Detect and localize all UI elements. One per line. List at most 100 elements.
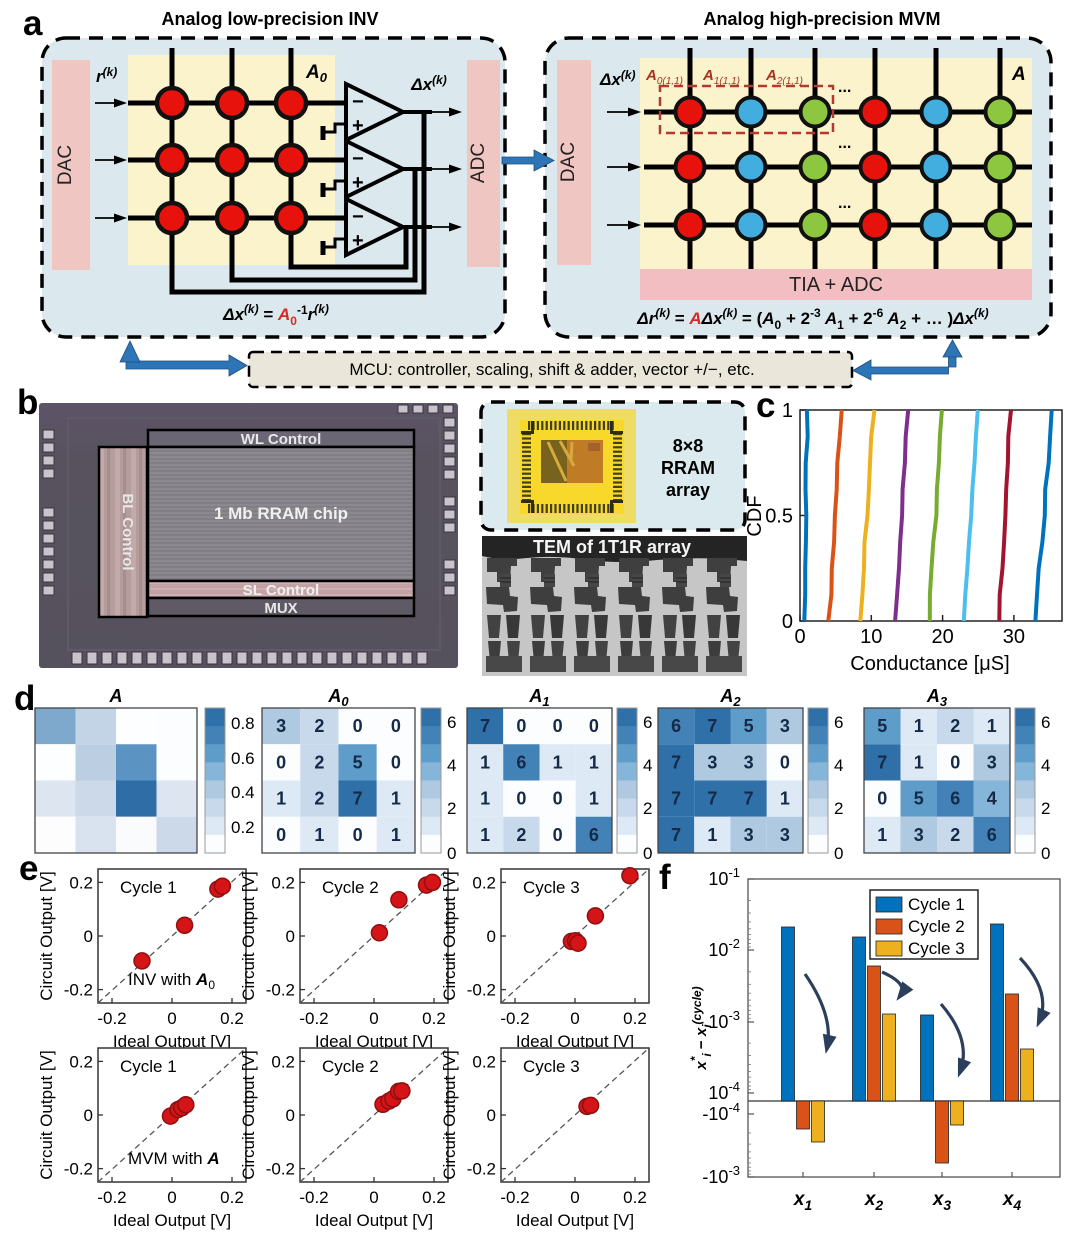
svg-text:0: 0 bbox=[391, 752, 401, 772]
svg-text:1 Mb RRAM chip: 1 Mb RRAM chip bbox=[214, 504, 348, 523]
svg-text:0: 0 bbox=[391, 716, 401, 736]
svg-text:0: 0 bbox=[516, 789, 526, 809]
svg-text:Ideal Output [V]: Ideal Output [V] bbox=[113, 1211, 231, 1230]
svg-text:0.2: 0.2 bbox=[623, 1188, 647, 1207]
svg-text:MVM with A: MVM with A bbox=[128, 1149, 220, 1168]
svg-text:Ideal Output [V]: Ideal Output [V] bbox=[113, 1032, 231, 1051]
svg-text:7: 7 bbox=[744, 789, 754, 809]
svg-text:4: 4 bbox=[834, 756, 843, 775]
svg-text:3: 3 bbox=[744, 825, 754, 845]
svg-text:0: 0 bbox=[84, 927, 93, 946]
svg-text:−: − bbox=[352, 206, 364, 228]
svg-text:7: 7 bbox=[707, 716, 717, 736]
svg-text:Ideal Output [V]: Ideal Output [V] bbox=[315, 1211, 433, 1230]
svg-text:1: 1 bbox=[391, 789, 401, 809]
svg-text:10: 10 bbox=[860, 626, 882, 648]
svg-text:0: 0 bbox=[794, 626, 805, 648]
svg-text:7: 7 bbox=[877, 752, 887, 772]
svg-text:2: 2 bbox=[1041, 799, 1050, 818]
svg-text:0: 0 bbox=[950, 752, 960, 772]
svg-text:6: 6 bbox=[950, 789, 960, 809]
svg-text:-0.2: -0.2 bbox=[500, 1188, 529, 1207]
svg-text:-10-4: -10-4 bbox=[702, 1100, 740, 1124]
svg-text:Analog low-precision INV: Analog low-precision INV bbox=[161, 9, 378, 29]
svg-text:MCU: controller, scaling, shif: MCU: controller, scaling, shift & adder,… bbox=[349, 360, 754, 379]
svg-text:6: 6 bbox=[589, 825, 599, 845]
svg-text:Cycle 1: Cycle 1 bbox=[120, 1057, 177, 1076]
svg-text:1: 1 bbox=[877, 825, 887, 845]
svg-text:1: 1 bbox=[480, 789, 490, 809]
svg-text:INV with A0: INV with A0 bbox=[128, 970, 215, 992]
svg-text:+: + bbox=[352, 230, 364, 252]
svg-text:1: 1 bbox=[782, 400, 793, 422]
svg-text:7: 7 bbox=[707, 789, 717, 809]
svg-text:0: 0 bbox=[877, 789, 887, 809]
svg-text:BL Control: BL Control bbox=[119, 493, 136, 570]
svg-text:0: 0 bbox=[487, 1106, 496, 1125]
svg-text:0.5: 0.5 bbox=[765, 506, 793, 528]
svg-text:5: 5 bbox=[914, 789, 924, 809]
svg-text:1: 1 bbox=[553, 752, 563, 772]
svg-text:1: 1 bbox=[589, 789, 599, 809]
svg-text:−: − bbox=[352, 148, 364, 170]
svg-text:0: 0 bbox=[447, 844, 456, 863]
svg-text:0: 0 bbox=[780, 752, 790, 772]
svg-text:-0.2: -0.2 bbox=[467, 981, 496, 1000]
svg-text:Circuit Output [V]: Circuit Output [V] bbox=[440, 871, 459, 1000]
svg-text:2: 2 bbox=[314, 789, 324, 809]
svg-text:10-1: 10-1 bbox=[708, 865, 740, 889]
svg-text:0.8: 0.8 bbox=[231, 714, 255, 733]
svg-text:Cycle 3: Cycle 3 bbox=[523, 1057, 580, 1076]
svg-text:4: 4 bbox=[643, 756, 652, 775]
svg-text:6: 6 bbox=[834, 713, 843, 732]
svg-text:5: 5 bbox=[744, 716, 754, 736]
svg-text:2: 2 bbox=[314, 752, 324, 772]
svg-text:Cycle 1: Cycle 1 bbox=[120, 878, 177, 897]
svg-text:0: 0 bbox=[276, 825, 286, 845]
svg-text:2: 2 bbox=[643, 799, 652, 818]
svg-text:−: − bbox=[352, 91, 364, 113]
svg-text:DAC: DAC bbox=[55, 145, 76, 185]
svg-text:-0.2: -0.2 bbox=[299, 1009, 328, 1028]
svg-text:2: 2 bbox=[834, 799, 843, 818]
svg-text:3: 3 bbox=[707, 752, 717, 772]
svg-text:1: 1 bbox=[480, 752, 490, 772]
svg-text:6: 6 bbox=[447, 713, 456, 732]
svg-text:2: 2 bbox=[950, 825, 960, 845]
svg-text:0: 0 bbox=[369, 1009, 378, 1028]
svg-text:6: 6 bbox=[987, 825, 997, 845]
svg-text:CDF: CDF bbox=[744, 495, 766, 536]
svg-text:Cycle 2: Cycle 2 bbox=[908, 917, 965, 936]
svg-text:+: + bbox=[352, 172, 364, 194]
svg-text:-0.2: -0.2 bbox=[299, 1188, 328, 1207]
svg-text:Circuit Output [V]: Circuit Output [V] bbox=[37, 1050, 56, 1179]
svg-text:0: 0 bbox=[1041, 844, 1050, 863]
svg-text:Ideal Output [V]: Ideal Output [V] bbox=[516, 1032, 634, 1051]
svg-text:MUX: MUX bbox=[264, 600, 297, 617]
svg-text:ADC: ADC bbox=[468, 143, 489, 183]
svg-text:A: A bbox=[1011, 64, 1026, 85]
svg-text:...: ... bbox=[838, 195, 851, 212]
svg-text:30: 30 bbox=[1003, 626, 1025, 648]
svg-text:-0.2: -0.2 bbox=[500, 1009, 529, 1028]
svg-text:6: 6 bbox=[516, 752, 526, 772]
svg-text:0.4: 0.4 bbox=[231, 783, 255, 802]
svg-text:0: 0 bbox=[834, 844, 843, 863]
svg-text:c: c bbox=[756, 386, 775, 425]
svg-text:3: 3 bbox=[987, 752, 997, 772]
svg-text:1: 1 bbox=[276, 789, 286, 809]
svg-text:Circuit Output [V]: Circuit Output [V] bbox=[239, 1050, 258, 1179]
svg-text:Ideal Output [V]: Ideal Output [V] bbox=[516, 1211, 634, 1230]
svg-text:0.2: 0.2 bbox=[472, 873, 496, 892]
svg-text:Cycle 1: Cycle 1 bbox=[908, 895, 965, 914]
svg-text:7: 7 bbox=[671, 825, 681, 845]
svg-text:0: 0 bbox=[286, 927, 295, 946]
svg-text:0: 0 bbox=[570, 1009, 579, 1028]
svg-text:Cycle 3: Cycle 3 bbox=[523, 878, 580, 897]
svg-text:-0.2: -0.2 bbox=[97, 1188, 126, 1207]
svg-text:Circuit Output [V]: Circuit Output [V] bbox=[440, 1050, 459, 1179]
svg-text:0: 0 bbox=[353, 825, 363, 845]
svg-text:7: 7 bbox=[671, 752, 681, 772]
svg-text:3: 3 bbox=[780, 716, 790, 736]
svg-text:0: 0 bbox=[782, 611, 793, 633]
